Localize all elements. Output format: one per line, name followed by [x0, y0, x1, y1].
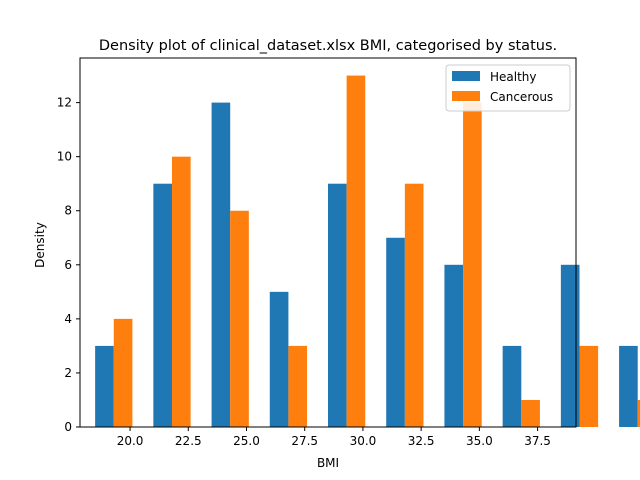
x-tick-label: 32.5 — [408, 434, 435, 448]
axes-frame — [79, 57, 577, 428]
chart-title: Density plot of clinical_dataset.xlsx BM… — [99, 38, 557, 54]
bar-cancerous-6 — [404, 183, 424, 427]
legend-swatch-healthy — [452, 71, 480, 81]
x-tick-label: 22.5 — [175, 434, 202, 448]
x-axis-label: BMI — [317, 456, 339, 470]
y-axis: 0 2 4 6 8 10 12 — [57, 96, 80, 434]
legend-swatch-cancerous — [452, 91, 480, 101]
y-tick-label: 12 — [57, 96, 72, 110]
bar-cancerous-3 — [230, 210, 249, 427]
bar-cancerous-7 — [463, 102, 482, 427]
bar-healthy-8 — [502, 345, 522, 427]
bar-healthy-10 — [619, 345, 638, 427]
x-tick-label: 30.0 — [350, 434, 377, 448]
x-tick-label: 25.0 — [233, 434, 260, 448]
bar-healthy-1 — [95, 345, 114, 427]
bar-cancerous-8 — [521, 399, 540, 427]
bar-cancerous-9 — [579, 345, 599, 427]
bar-healthy-6 — [386, 237, 405, 427]
x-tick-label: 37.5 — [524, 434, 551, 448]
bar-cancerous-10 — [637, 399, 640, 427]
x-axis: 20.0 22.5 25.0 27.5 30.0 32.5 35.0 37.5 — [117, 427, 551, 448]
plot-area — [95, 75, 640, 428]
legend: Healthy Cancerous — [445, 64, 571, 112]
y-tick-label: 8 — [64, 204, 72, 218]
x-tick-label: 27.5 — [291, 434, 318, 448]
legend-label-healthy: Healthy — [490, 70, 537, 84]
x-tick-label: 20.0 — [117, 434, 144, 448]
y-tick-label: 4 — [64, 312, 72, 326]
bar-healthy-4 — [269, 291, 289, 427]
bar-cancerous-1 — [113, 318, 133, 427]
legend-label-cancerous: Cancerous — [490, 90, 553, 104]
bar-healthy-2 — [153, 183, 172, 427]
bar-healthy-9 — [560, 264, 580, 427]
bar-cancerous-5 — [346, 75, 366, 427]
y-tick-label: 10 — [57, 150, 72, 164]
x-tick-label: 35.0 — [466, 434, 493, 448]
y-tick-label: 6 — [64, 258, 72, 272]
bar-healthy-7 — [444, 264, 464, 427]
y-axis-label: Density — [33, 222, 47, 268]
bar-cancerous-4 — [288, 345, 308, 427]
y-tick-label: 2 — [64, 366, 72, 380]
bar-healthy-5 — [328, 183, 347, 427]
y-tick-label: 0 — [64, 420, 72, 434]
bar-healthy-3 — [211, 102, 231, 427]
bar-cancerous-2 — [171, 156, 191, 428]
